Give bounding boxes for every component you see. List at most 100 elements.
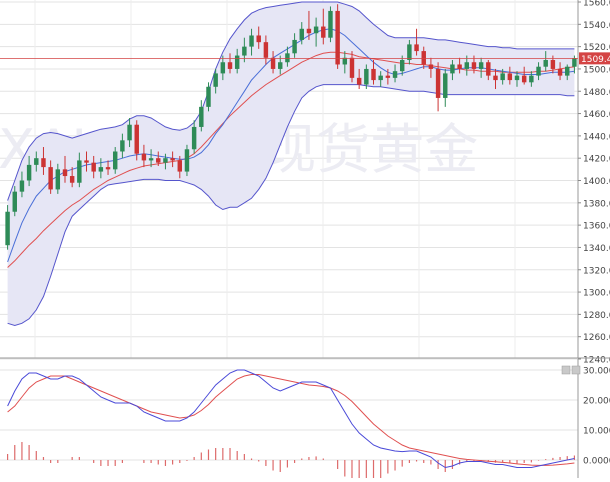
bollinger-lower-line <box>7 84 575 327</box>
candle <box>91 155 96 179</box>
candle <box>199 100 204 132</box>
candle-body <box>19 180 25 192</box>
candle <box>536 62 541 81</box>
candle-body <box>120 140 125 152</box>
candle-body <box>213 73 218 87</box>
candle-body <box>371 68 376 81</box>
candle-body <box>399 60 405 72</box>
candle-body <box>227 62 233 69</box>
price-tick-label: 1340.00 <box>583 244 610 254</box>
candle-body <box>349 57 355 78</box>
candle <box>227 53 233 74</box>
candle <box>385 68 391 85</box>
candle <box>414 28 419 56</box>
candle <box>55 163 61 194</box>
candle-body <box>335 10 340 65</box>
candle-body <box>163 158 168 163</box>
candlestick-series <box>5 4 577 250</box>
candle-body <box>84 160 89 163</box>
candle <box>19 171 25 198</box>
candle <box>177 155 183 179</box>
candle-body <box>478 62 484 69</box>
price-tick-label: 1460.00 <box>583 110 610 120</box>
candle <box>507 66 513 85</box>
candle <box>105 160 111 175</box>
candle-body <box>98 167 104 172</box>
candle <box>206 82 211 112</box>
candle-body <box>69 176 75 183</box>
candle <box>457 57 462 74</box>
candle-body <box>141 153 147 161</box>
candle-body <box>170 158 175 161</box>
candle <box>112 147 118 174</box>
price-tick-label: 1440.00 <box>583 132 610 142</box>
macd-tick-label: 20.0000 <box>583 397 610 407</box>
candle <box>321 8 326 45</box>
candle-body <box>486 62 491 76</box>
candle <box>120 133 125 159</box>
candle-body <box>249 35 254 47</box>
candle <box>521 66 527 85</box>
candle-body <box>529 75 534 83</box>
candle <box>84 151 89 172</box>
candle <box>127 118 132 148</box>
candle <box>313 17 319 47</box>
candle-body <box>414 44 419 52</box>
candle <box>191 120 197 154</box>
candle <box>478 57 484 78</box>
candle-body <box>62 169 68 177</box>
candle-body <box>299 28 304 40</box>
candle <box>170 151 175 168</box>
candle-body <box>421 51 426 65</box>
candle-body <box>256 35 261 43</box>
candle <box>12 186 17 217</box>
candle-body <box>493 75 498 81</box>
price-tick-label: 1360.00 <box>583 222 610 232</box>
candle-body <box>148 158 154 161</box>
candle <box>421 46 426 69</box>
candle <box>41 147 46 175</box>
candle-body <box>77 160 82 183</box>
macd-axis: 30.0000 20.0000 10.0000 0.0000 <box>577 359 610 478</box>
candle-body <box>285 53 290 63</box>
candle <box>213 68 218 94</box>
candle <box>306 10 312 40</box>
candle <box>328 6 333 43</box>
candle <box>557 62 563 81</box>
candle <box>220 55 226 81</box>
candle-body <box>41 158 46 168</box>
candle-body <box>565 66 570 76</box>
candle <box>256 26 261 49</box>
candle <box>486 60 491 81</box>
candle-body <box>34 158 39 165</box>
candle-body <box>328 10 333 38</box>
candle-body <box>521 75 527 83</box>
candle <box>342 51 348 74</box>
candle-body <box>134 124 139 154</box>
candle <box>249 28 254 56</box>
candle <box>234 48 240 74</box>
macd-tick-label: 10.0000 <box>583 427 610 437</box>
restore-icon[interactable] <box>561 365 571 375</box>
candle-body <box>177 160 183 172</box>
candle <box>77 152 82 188</box>
candle-body <box>263 42 269 58</box>
candle <box>565 64 570 81</box>
panel-controls <box>561 365 581 375</box>
candle-body <box>112 151 118 170</box>
candle-body <box>234 55 240 69</box>
close-icon[interactable] <box>571 365 581 375</box>
candle <box>335 4 340 69</box>
candle <box>292 33 297 58</box>
candle <box>450 60 455 81</box>
candle <box>407 39 412 65</box>
candle-body <box>342 57 348 65</box>
price-tick-label: 1480.00 <box>583 88 610 98</box>
candle-body <box>278 62 283 69</box>
price-axis: 1560.00 1540.00 1520.00 1500.00 1480.00 1460.… <box>0 0 610 366</box>
candle <box>98 158 104 179</box>
candle <box>356 68 362 90</box>
macd-tick-label: 0.0000 <box>583 457 610 467</box>
candle <box>156 151 161 166</box>
candle-body <box>48 167 53 190</box>
